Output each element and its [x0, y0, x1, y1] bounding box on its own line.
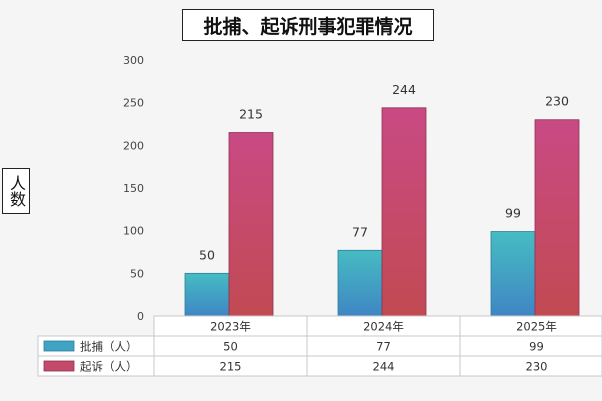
y-axis-label: 人数 [2, 168, 30, 214]
legend-key-0 [43, 340, 75, 352]
legend-entry: 起诉（人） [80, 360, 138, 374]
table-row [37, 355, 602, 377]
y-tick-label: 100 [123, 225, 144, 238]
x-tick-label: 2023年 [210, 320, 251, 334]
data-label: 50 [199, 247, 215, 262]
y-tick-label: 0 [137, 310, 144, 323]
table-cell: 99 [529, 340, 544, 354]
table-cell: 215 [220, 360, 242, 374]
y-tick-label: 150 [123, 182, 144, 195]
table-cell: 77 [376, 340, 391, 354]
data-label: 99 [505, 206, 521, 221]
table-cell: 230 [526, 360, 548, 374]
y-tick-label: 300 [123, 54, 144, 67]
bar-prosecute-0 [228, 132, 274, 317]
x-tick-label: 2025年 [516, 320, 557, 334]
bar-prosecute-1 [381, 107, 427, 317]
data-label: 215 [239, 107, 263, 122]
bar-arrest-2 [490, 231, 536, 317]
data-label: 77 [352, 224, 368, 239]
table-cell: 50 [223, 340, 238, 354]
y-tick-label: 200 [123, 139, 144, 152]
data-label: 244 [392, 82, 416, 97]
bar-prosecute-2 [534, 119, 580, 317]
legend-entry: 批捕（人） [80, 340, 138, 354]
bar-arrest-1 [337, 249, 383, 317]
table-cell: 244 [373, 360, 395, 374]
y-tick-label: 50 [130, 267, 144, 280]
bar-arrest-0 [184, 272, 230, 317]
legend-key-1 [43, 360, 75, 372]
data-label: 230 [545, 94, 569, 109]
chart-title: 批捕、起诉刑事犯罪情况 [182, 9, 434, 41]
y-tick-label: 250 [123, 97, 144, 110]
x-tick-label: 2024年 [363, 320, 404, 334]
